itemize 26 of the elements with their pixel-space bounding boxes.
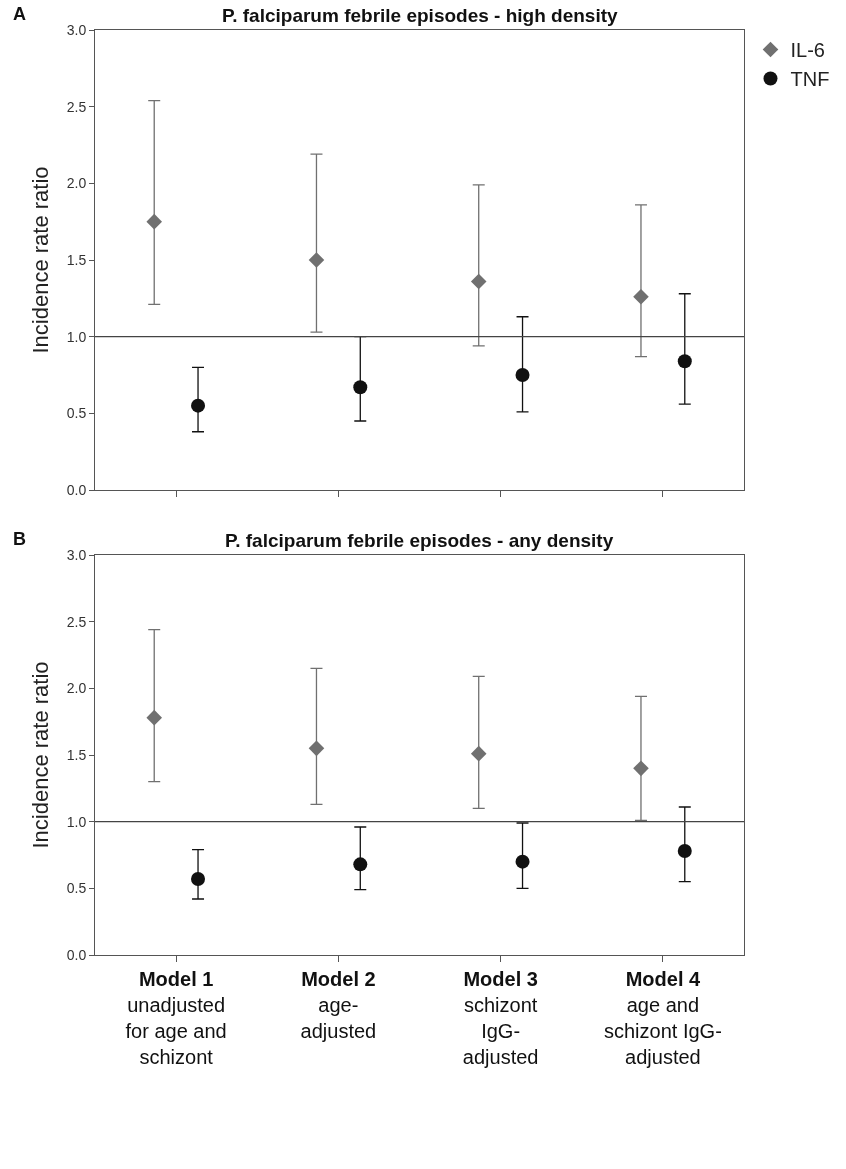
y-axis-title: Incidence rate ratio (27, 661, 53, 849)
legend-label: IL-6 (790, 39, 825, 62)
chart-title: P. falciparum febrile episodes - high density (222, 5, 619, 26)
y-tick-label: 1.0 (66, 813, 87, 830)
x-tick-label: Model 4 age and schizont IgG- adjusted (603, 968, 722, 1068)
y-tick-label: 1.0 (66, 328, 87, 345)
y-tick-label: 0.0 (66, 946, 87, 963)
y-axis-title: Incidence rate ratio (27, 166, 53, 354)
text: B (13, 529, 26, 549)
y-tick-label: 2.5 (66, 98, 87, 115)
x-tick-label: Model 3 schizont IgG- adjusted (462, 968, 539, 1068)
x-tick-label: Model 2 age- adjusted (300, 968, 377, 1042)
y-tick-label: 3.0 (66, 546, 87, 563)
y-tick-label: 2.0 (66, 175, 87, 192)
y-tick-label: 0.5 (66, 405, 87, 422)
chart-title: P. falciparum febrile episodes - any density (225, 530, 614, 551)
x-tick-label: Model 1 unadjusted for age and schizont (125, 968, 227, 1068)
y-tick-label: 3.0 (66, 21, 87, 38)
legend-label: TNF (790, 68, 830, 91)
y-tick-label: 0.0 (66, 481, 87, 498)
y-tick-label: 1.5 (66, 746, 87, 763)
text: A (13, 4, 26, 24)
y-tick-label: 0.5 (66, 880, 87, 897)
y-tick-label: 2.5 (66, 613, 87, 630)
y-tick-label: 1.5 (66, 251, 87, 268)
y-tick-label: 2.0 (66, 680, 87, 697)
